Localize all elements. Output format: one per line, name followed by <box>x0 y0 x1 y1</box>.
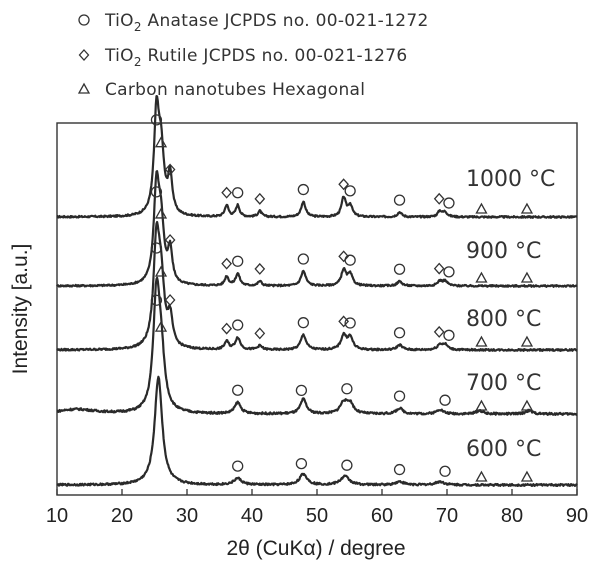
traces <box>56 95 578 487</box>
peak-diamond-marker <box>254 262 266 275</box>
legend-label: TiO2 Anatase JCPDS no. 00-021-1272 <box>104 11 429 34</box>
peak-triangle-marker <box>475 399 488 411</box>
legend-triangle-icon <box>77 82 91 94</box>
temperature-labels: 1000 °C 900 °C 800 °C 700 °C 600 °C <box>466 167 555 462</box>
peak-circle-marker <box>439 394 451 406</box>
peak-circle-marker <box>295 457 308 470</box>
peak-circle-marker <box>344 317 356 329</box>
series-trace <box>56 375 578 487</box>
x-tick-label: 50 <box>306 505 328 527</box>
peak-diamond-marker <box>433 192 445 205</box>
peak-circle-marker <box>150 294 163 306</box>
peak-markers <box>150 114 534 482</box>
peak-diamond-marker <box>221 322 233 335</box>
peak-triangle-marker <box>154 136 168 148</box>
peak-circle-marker <box>393 194 406 206</box>
peak-diamond-marker <box>164 294 176 306</box>
peak-diamond-marker <box>338 250 350 263</box>
peak-circle-marker <box>232 255 244 267</box>
peak-diamond-marker <box>433 262 445 275</box>
series-trace <box>56 220 578 352</box>
peak-triangle-marker <box>154 265 168 277</box>
peak-diamond-marker <box>164 234 176 246</box>
peak-triangle-marker <box>520 399 534 411</box>
series-trace <box>56 95 578 219</box>
x-tick-label: 80 <box>501 505 523 527</box>
peak-circle-marker <box>297 317 310 329</box>
legend-circle-icon <box>78 14 90 26</box>
x-tick-label: 70 <box>436 505 458 527</box>
x-tick-label: 30 <box>176 505 198 527</box>
peak-triangle-marker <box>475 335 488 347</box>
peak-triangle-marker <box>154 320 168 332</box>
peak-circle-marker <box>393 327 406 339</box>
x-tick-label: 60 <box>371 505 393 527</box>
peak-circle-marker <box>393 390 406 402</box>
peak-circle-marker <box>344 185 356 197</box>
peak-circle-marker <box>341 459 353 471</box>
peak-circle-marker <box>150 114 163 126</box>
peak-circle-marker <box>232 319 244 331</box>
peak-circle-marker <box>297 253 310 265</box>
peak-circle-marker <box>232 460 244 472</box>
y-axis-title: Intensity [a.u.] <box>9 244 32 375</box>
peak-diamond-marker <box>254 192 266 205</box>
peak-circle-marker <box>443 329 455 341</box>
peak-circle-marker <box>344 254 356 266</box>
peak-circle-marker <box>341 383 353 395</box>
x-tick-label: 20 <box>111 505 133 527</box>
peak-diamond-marker <box>164 163 176 176</box>
series-label: 1000 °C <box>466 167 555 192</box>
peak-diamond-marker <box>254 327 266 340</box>
peak-diamond-marker <box>338 178 350 191</box>
peak-triangle-marker <box>520 335 534 347</box>
peak-circle-marker <box>150 242 163 254</box>
series-label: 800 °C <box>466 307 541 332</box>
peak-circle-marker <box>443 197 455 209</box>
peak-diamond-marker <box>338 315 350 328</box>
peak-triangle-marker <box>475 271 488 283</box>
series-trace <box>56 276 578 416</box>
peak-circle-marker <box>295 384 308 397</box>
peak-circle-marker <box>297 183 310 196</box>
legend-diamond-icon <box>78 49 90 61</box>
peak-triangle-marker <box>520 271 534 283</box>
peak-circle-marker <box>439 465 451 477</box>
peak-triangle-marker <box>475 470 488 482</box>
x-tick-label: 90 <box>566 505 588 527</box>
series-label: 900 °C <box>466 239 541 264</box>
legend-label: Carbon nanotubes Hexagonal <box>105 80 365 100</box>
series-label: 700 °C <box>466 371 541 396</box>
peak-diamond-marker <box>433 325 445 338</box>
legend-label: TiO2 Rutile JCPDS no. 00-021-1276 <box>104 46 407 69</box>
x-tick-label: 40 <box>241 505 263 527</box>
peak-circle-marker <box>393 463 406 476</box>
peak-diamond-marker <box>221 186 233 199</box>
series-label: 600 °C <box>466 437 541 462</box>
x-axis-title: 2θ (CuKα) / degree <box>226 537 405 560</box>
series-trace <box>56 170 578 288</box>
peak-circle-marker <box>443 266 455 278</box>
x-axis: 10 20 30 40 50 60 70 80 90 <box>46 489 588 527</box>
peak-triangle-marker <box>520 470 534 482</box>
peak-diamond-marker <box>221 257 233 270</box>
peak-triangle-marker <box>520 202 534 214</box>
x-tick-label: 10 <box>46 505 68 527</box>
peak-circle-marker <box>232 187 244 199</box>
peak-circle-marker <box>393 263 406 275</box>
peak-circle-marker <box>232 384 244 396</box>
peak-triangle-marker <box>154 207 168 219</box>
peak-triangle-marker <box>475 202 488 214</box>
peak-circle-marker <box>150 186 163 198</box>
legend: TiO2 Anatase JCPDS no. 00-021-1272 TiO2 R… <box>77 11 429 100</box>
